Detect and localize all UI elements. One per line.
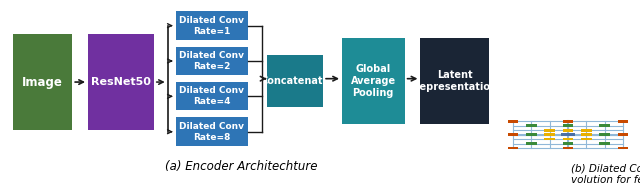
FancyBboxPatch shape [176,82,248,111]
FancyBboxPatch shape [561,133,575,137]
FancyBboxPatch shape [508,133,518,136]
FancyBboxPatch shape [508,120,518,123]
FancyBboxPatch shape [581,129,591,132]
FancyBboxPatch shape [563,142,573,145]
Text: Global
Average
Pooling: Global Average Pooling [351,64,396,98]
FancyBboxPatch shape [176,11,248,40]
FancyBboxPatch shape [563,147,573,150]
FancyBboxPatch shape [176,47,248,75]
Text: (a) Encoder Architechture: (a) Encoder Architechture [165,160,318,173]
FancyBboxPatch shape [545,133,555,136]
Text: Dilated Conv
Rate=1: Dilated Conv Rate=1 [179,16,244,36]
FancyBboxPatch shape [545,129,555,132]
FancyBboxPatch shape [526,133,537,136]
FancyBboxPatch shape [526,124,537,127]
FancyBboxPatch shape [618,133,628,136]
FancyBboxPatch shape [618,147,628,150]
FancyBboxPatch shape [508,147,518,150]
Text: Image: Image [22,76,63,89]
FancyBboxPatch shape [267,55,323,107]
Text: Concatenate: Concatenate [260,76,330,86]
FancyBboxPatch shape [563,124,573,127]
FancyBboxPatch shape [599,124,610,127]
Text: Latent
Representation: Latent Representation [412,70,497,92]
Text: Dilated Conv
Rate=2: Dilated Conv Rate=2 [179,51,244,71]
FancyBboxPatch shape [599,142,610,145]
FancyBboxPatch shape [526,142,537,145]
FancyBboxPatch shape [342,38,404,124]
FancyBboxPatch shape [618,120,628,123]
FancyBboxPatch shape [13,34,72,130]
FancyBboxPatch shape [581,138,591,141]
FancyBboxPatch shape [545,138,555,141]
FancyBboxPatch shape [599,133,610,136]
Text: ResNet50: ResNet50 [91,77,151,87]
Text: (b) Dilated Con-
volution for fea-
ture mapping: (b) Dilated Con- volution for fea- ture … [571,164,640,183]
FancyBboxPatch shape [581,133,591,136]
FancyBboxPatch shape [563,120,573,123]
Text: Dilated Conv
Rate=4: Dilated Conv Rate=4 [179,86,244,106]
FancyBboxPatch shape [563,138,573,141]
FancyBboxPatch shape [88,34,154,130]
FancyBboxPatch shape [563,129,573,132]
Text: Dilated Conv
Rate=8: Dilated Conv Rate=8 [179,122,244,142]
FancyBboxPatch shape [420,38,490,124]
FancyBboxPatch shape [176,117,248,146]
